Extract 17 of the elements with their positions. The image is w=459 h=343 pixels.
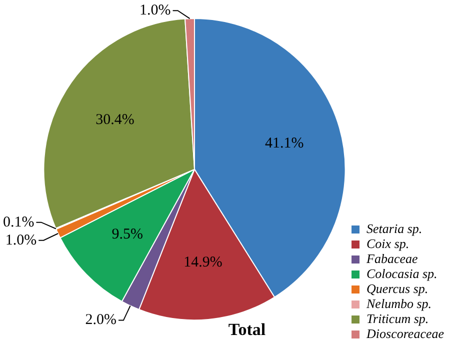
legend-label: Colocasia sp. bbox=[366, 266, 438, 281]
legend-label: Quercus sp. bbox=[366, 280, 428, 296]
data-label: 0.1% bbox=[2, 214, 34, 230]
legend-label: Coix sp. bbox=[366, 236, 410, 251]
legend-label: Fabaceae bbox=[366, 250, 418, 266]
legend-label: Nelumbo sp. bbox=[366, 296, 432, 311]
legend-label: Triticum sp. bbox=[366, 310, 429, 326]
legend-label: Dioscoreaceae bbox=[366, 326, 444, 341]
data-label: 9.5% bbox=[112, 226, 143, 242]
data-label: 1.0% bbox=[140, 2, 171, 19]
data-label: 14.9% bbox=[184, 254, 222, 270]
legend-label: Setaria sp. bbox=[366, 220, 422, 236]
data-label: 30.4% bbox=[96, 112, 134, 128]
data-label: 41.1% bbox=[264, 135, 304, 152]
data-label: 2.0% bbox=[85, 312, 116, 328]
data-label: 1.0% bbox=[5, 232, 37, 248]
text: Total bbox=[228, 320, 266, 340]
